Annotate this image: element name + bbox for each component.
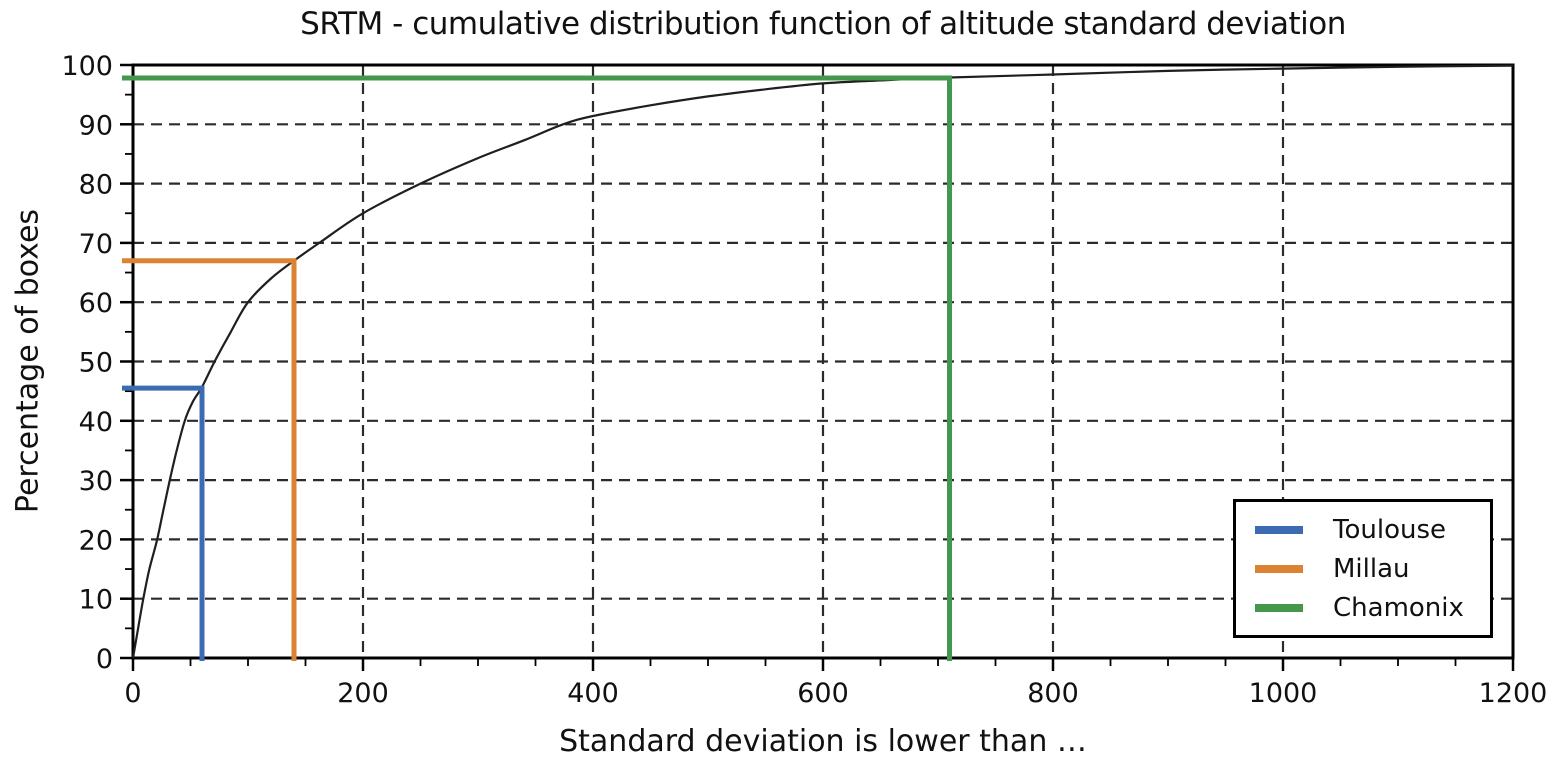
y-tick-label: 50	[79, 348, 113, 379]
y-tick-label: 90	[79, 110, 113, 141]
legend: Toulouse Millau Chamonix	[1233, 499, 1493, 638]
x-tick-label: 400	[567, 678, 619, 709]
legend-label: Toulouse	[1333, 514, 1447, 545]
chamonix-line-swatch-icon	[1255, 603, 1303, 612]
x-tick-label: 1000	[1249, 678, 1318, 709]
legend-item-millau: Millau	[1255, 554, 1490, 584]
y-tick-label: 0	[96, 644, 113, 675]
millau-marker-line	[122, 258, 297, 661]
millau-line-swatch-icon	[1255, 564, 1303, 573]
x-tick-label: 1200	[1479, 678, 1548, 709]
x-axis-label: Standard deviation is lower than …	[559, 724, 1087, 759]
y-tick-label: 100	[61, 51, 113, 82]
y-tick-label: 30	[79, 466, 113, 497]
toulouse-line-swatch-icon	[1255, 525, 1303, 534]
x-tick-label: 600	[797, 678, 849, 709]
legend-label: Chamonix	[1333, 592, 1464, 623]
chart-title: SRTM - cumulative distribution function …	[300, 6, 1346, 42]
y-tick-label: 40	[79, 407, 113, 438]
y-tick-label: 80	[79, 170, 113, 201]
x-tick-label: 0	[124, 678, 141, 709]
toulouse-marker-line	[122, 385, 205, 661]
legend-label: Millau	[1333, 553, 1410, 584]
x-tick-label: 200	[337, 678, 389, 709]
legend-item-chamonix: Chamonix	[1255, 593, 1490, 623]
x-tick-label: 800	[1027, 678, 1079, 709]
y-tick-label: 70	[79, 229, 113, 260]
cdf-curve	[131, 64, 1514, 659]
y-tick-label: 60	[79, 288, 113, 319]
y-tick-label: 10	[79, 585, 113, 616]
legend-item-toulouse: Toulouse	[1255, 515, 1490, 545]
y-tick-label: 20	[79, 525, 113, 556]
chamonix-marker-line	[122, 75, 952, 661]
